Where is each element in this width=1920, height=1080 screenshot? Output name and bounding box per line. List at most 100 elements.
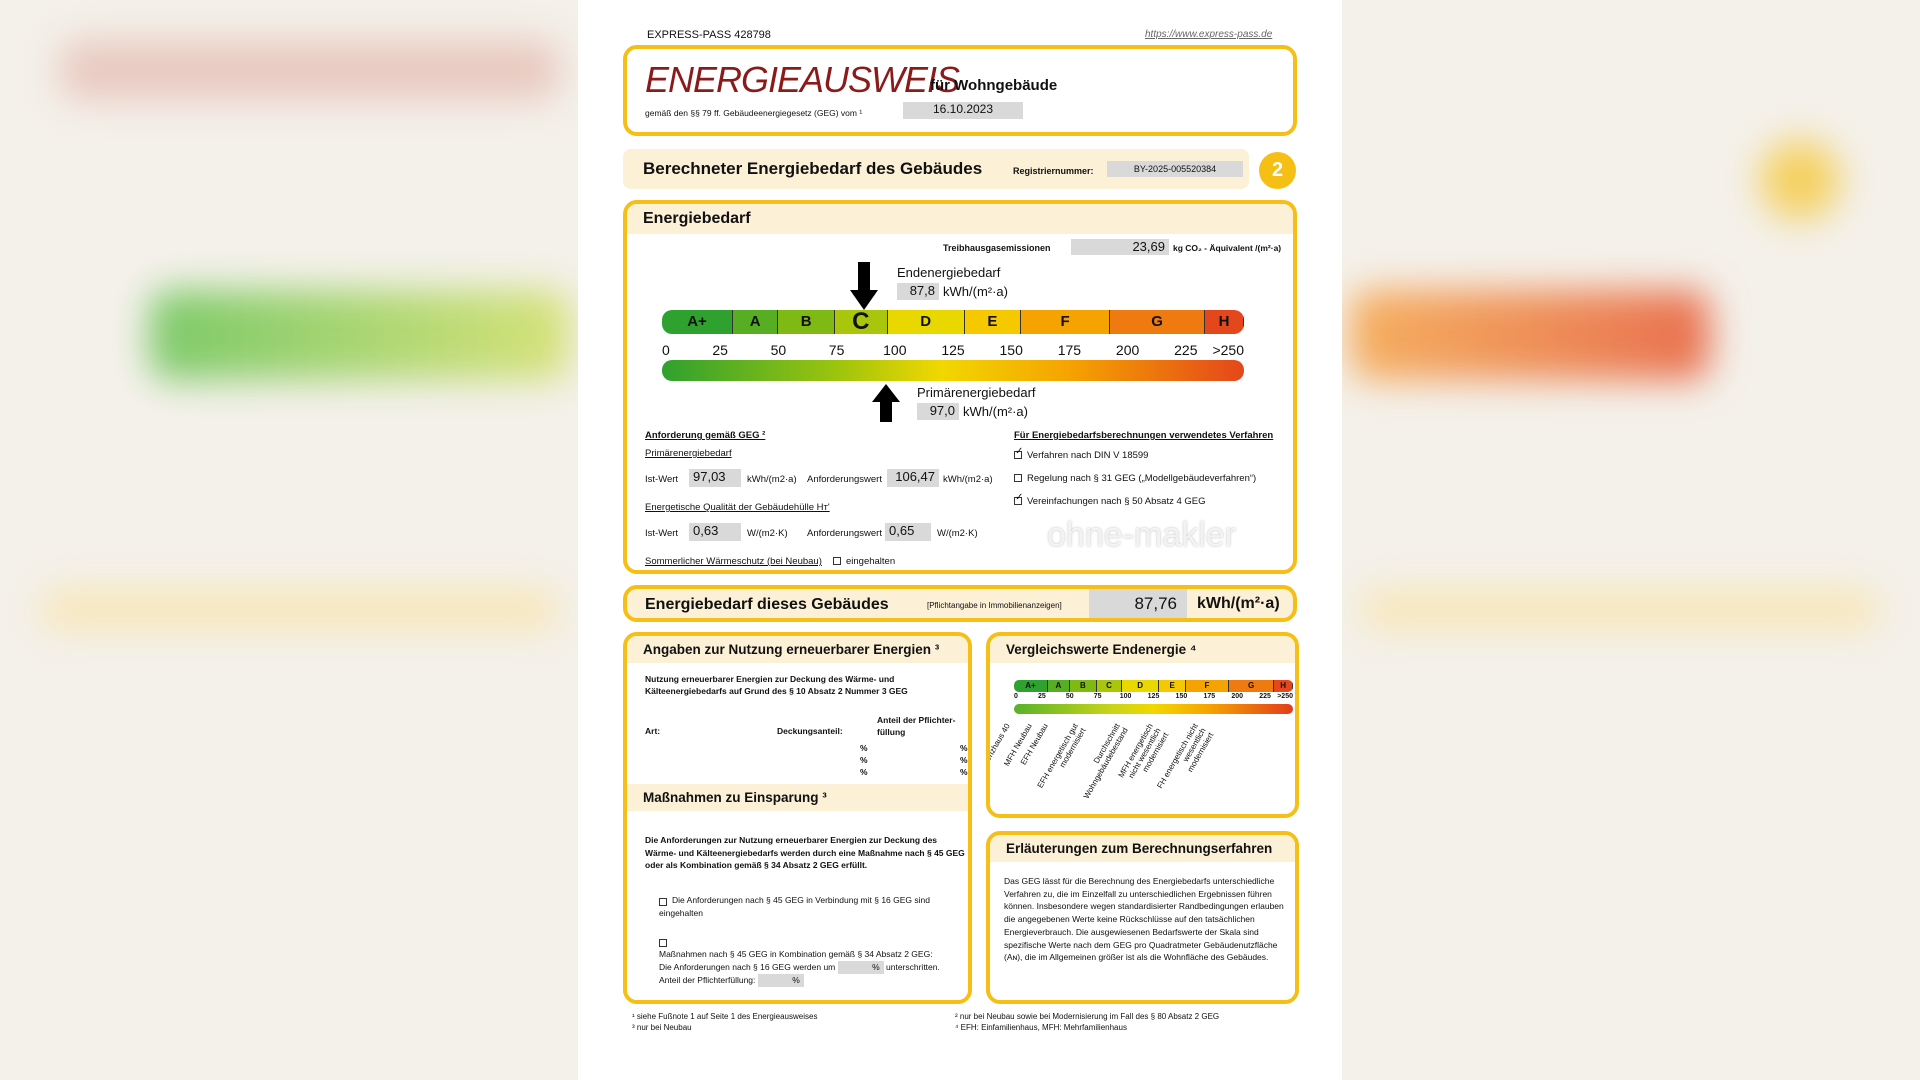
scale-tick-label: 25 (712, 342, 728, 358)
checkbox-icon (659, 898, 667, 906)
deckung-label: Deckungsanteil: (777, 726, 843, 736)
ht-anf-unit: W/(m2·K) (937, 528, 978, 539)
measure-option-1[interactable]: Die Anforderungen nach § 45 GEG in Verbi… (645, 894, 965, 920)
percent-field[interactable]: % (837, 961, 884, 974)
end-energy-arrow-icon (850, 262, 879, 310)
energy-class-b: B (778, 310, 835, 334)
method-label: Verfahren nach DIN V 18599 (1027, 450, 1149, 461)
scale-tick-label: 200 (1231, 693, 1244, 700)
pct: % (860, 767, 868, 777)
energy-class-a: A (1048, 680, 1070, 692)
energiebedarf-header: Energiebedarf (627, 204, 1293, 234)
ghg-label: Treibhausgasemissionen (943, 243, 1051, 253)
gradient-bar (662, 360, 1244, 381)
primary-energy-value: 97,0 (917, 403, 959, 420)
ghg-value: 23,69 (1071, 239, 1169, 255)
footnote: ¹ siehe Fußnote 1 auf Seite 1 des Energi… (632, 1012, 818, 1021)
section-title: Berechneter Energiebedarf des Gebäudes (643, 159, 983, 178)
scale-tick-label: >250 (1277, 693, 1293, 700)
energy-class-h: H (1274, 680, 1293, 692)
final-energy-box: Energiebedarf dieses Gebäudes [Pflichtan… (623, 585, 1297, 622)
ht-anf-value: 0,65 (885, 523, 931, 541)
footnotes-left: ¹ siehe Fußnote 1 auf Seite 1 des Energi… (632, 1011, 817, 1033)
scale-tick-label: 225 (1259, 693, 1271, 700)
energy-class-g: G (1110, 310, 1205, 334)
scale-tick-label: 75 (1093, 693, 1102, 700)
anteil-label: Anteil der Pflichter-füllung (877, 715, 956, 737)
footnote: ³ nur bei Neubau (632, 1023, 692, 1032)
scale-tick-label: 200 (1115, 342, 1140, 358)
anf-value: 106,47 (887, 469, 939, 487)
ht-title: Energetische Qualität der Gebäudehülle H… (645, 502, 830, 513)
checkbox-checked-icon (1014, 492, 1023, 505)
ht-ist-value: 0,63 (689, 523, 741, 541)
scale-tick-label: 100 (883, 342, 907, 358)
method-item[interactable]: Vereinfachungen nach § 50 Absatz 4 GEG (1014, 492, 1206, 507)
energy-class-f: F (1021, 310, 1111, 334)
checkbox-icon (659, 939, 667, 947)
summer-protection-label: Sommerlicher Wärmeschutz (bei Neubau) (645, 556, 822, 567)
scale-tick-label: 150 (999, 342, 1023, 358)
requirements-title: Anforderung gemäß GEG ² (645, 430, 766, 441)
renewable-desc: Nutzung erneuerbarer Energien zur Deckun… (645, 674, 908, 696)
energiebedarf-box: Energiebedarf Treibhausgasemissionen 23,… (623, 200, 1297, 574)
end-energy-label: Endenergiebedarf (897, 265, 1001, 280)
energy-class-e: E (1159, 680, 1187, 692)
energy-class-e: E (964, 310, 1022, 334)
option-label: Die Anforderungen nach § 45 GEG in Verbi… (659, 895, 930, 918)
checkbox-icon (1014, 474, 1022, 482)
anf-unit: kWh/(m2·a) (943, 474, 993, 485)
scale-tick-label: 75 (828, 342, 845, 358)
summer-protection-checkbox[interactable]: eingehalten (833, 556, 895, 567)
mini-gradient-bar (1014, 704, 1293, 714)
ist-value: 97,03 (689, 469, 741, 487)
primary-req-title: Primärenergiebedarf (645, 448, 732, 459)
law-date: 16.10.2023 (903, 102, 1023, 119)
scale-tick-label: 50 (1065, 693, 1074, 700)
comparison-header: Vergleichswerte Endenergie ⁴ (990, 636, 1295, 663)
renewable-box: Angaben zur Nutzung erneuerbarer Energie… (623, 632, 972, 1004)
footnote: ⁴ EFH: Einfamilienhaus, MFH: Mehrfamilie… (955, 1023, 1127, 1032)
requirements-area: Anforderung gemäß GEG ² Primärenergiebed… (645, 430, 1285, 570)
ghg-unit: kg CO₂ - Äquivalent /(m²·a) (1173, 243, 1282, 253)
energy-class-f: F (1186, 680, 1229, 692)
art-label: Art: (645, 726, 661, 736)
scale-tick-label: 0 (1014, 693, 1018, 700)
scale-tick-label: 175 (1057, 342, 1082, 358)
ht-anf-label: Anforderungswert (807, 528, 882, 539)
mini-scale-ticks: 0 25 50 75 100 125 150 175 200 225 >250 (1014, 693, 1293, 703)
registration-number: BY-2025-005520384 (1107, 161, 1243, 177)
primary-energy-label: Primärenergiebedarf (917, 385, 1036, 400)
end-energy-value: 87,8 (897, 283, 939, 300)
final-energy-label: Energiebedarf dieses Gebäudes (645, 596, 889, 613)
page-number-badge: 2 (1259, 152, 1296, 189)
pct: % (960, 743, 968, 753)
scale-tick-label: 0 (662, 342, 670, 358)
measure-option-2[interactable]: Maßnahmen nach § 45 GEG in Kombination g… (645, 935, 968, 987)
primary-energy-unit: kWh/(m²·a) (963, 404, 1028, 419)
summer-check-label: eingehalten (846, 556, 896, 567)
option-label: Die Anforderungen nach § 16 GEG werden u… (659, 962, 836, 972)
method-item[interactable]: Verfahren nach DIN V 18599 (1014, 446, 1149, 461)
pass-id: EXPRESS-PASS 428798 (647, 29, 771, 41)
scale-tick-label: 150 (1175, 693, 1188, 700)
pct: % (960, 767, 968, 777)
checkbox-checked-icon (1014, 446, 1023, 459)
document-subtitle: für Wohngebäude (930, 77, 1058, 94)
energy-class-scale: A+ A B C D E F G H (662, 310, 1244, 334)
comparison-labels: Effizienzhaus 40 MFH Neubau EFH Neubau EFH … (990, 636, 1295, 814)
comparison-box: Vergleichswerte Endenergie ⁴ A+ A B C D E F G H … (986, 632, 1299, 818)
method-item[interactable]: Regelung nach § 31 GEG („Modellgebäudeve… (1014, 473, 1256, 484)
watermark: ohne-makler (1047, 516, 1236, 554)
footnotes-right: ² nur bei Neubau sowie bei Modernisierun… (955, 1011, 1219, 1033)
energy-class-aplus: A+ (1014, 680, 1049, 692)
website-link[interactable]: https://www.express-pass.de (1145, 29, 1273, 40)
scale-tick-label: 225 (1174, 342, 1198, 358)
scale-tick-label: 175 (1203, 693, 1216, 700)
percent-field[interactable]: % (757, 974, 804, 987)
scale-ticks: 0 25 50 75 100 125 150 175 200 225 >250 (662, 342, 1244, 360)
law-reference: gemäß den §§ 79 ff. Gebäudeenergiegesetz… (645, 108, 863, 118)
option-label: Maßnahmen nach § 45 GEG in Kombination g… (659, 949, 933, 959)
energy-class-c: C (834, 310, 888, 334)
method-label: Vereinfachungen nach § 50 Absatz 4 GEG (1027, 496, 1206, 507)
